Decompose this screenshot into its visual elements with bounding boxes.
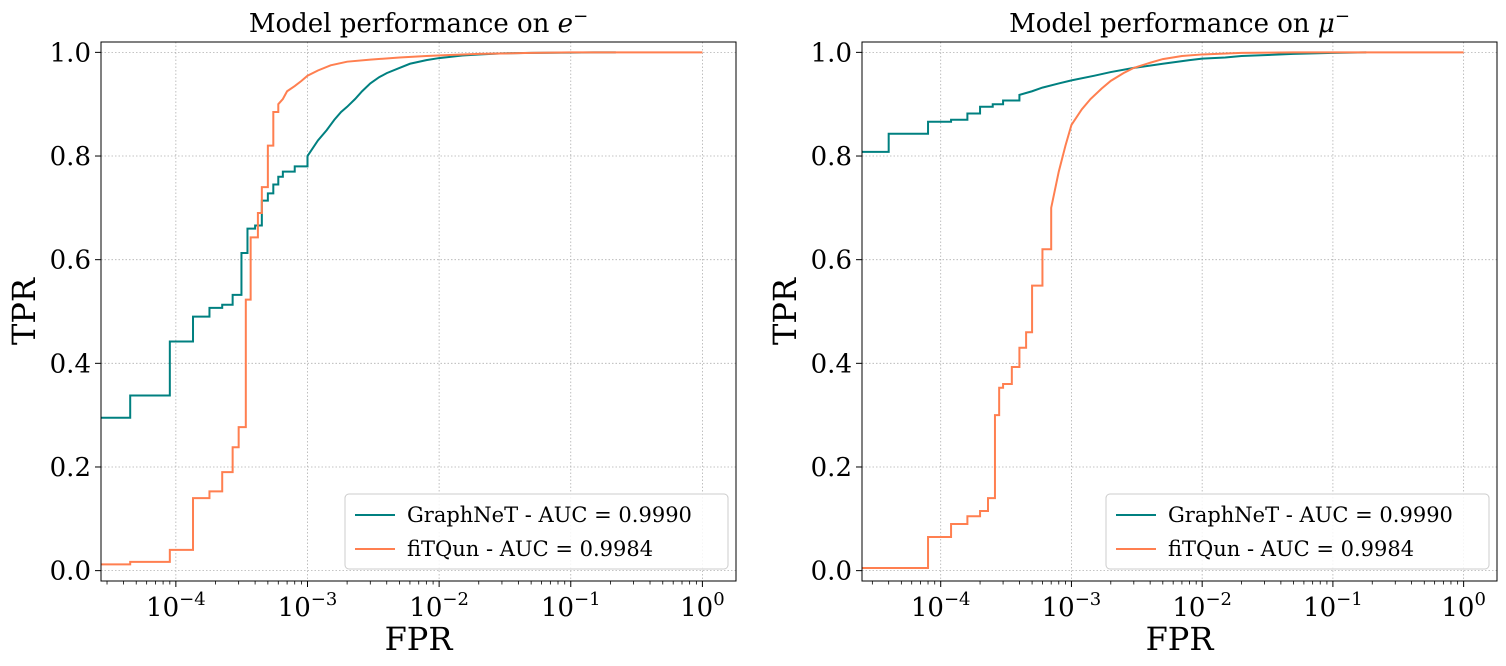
legend-box [1105, 493, 1490, 570]
roc-panel-muon: 10−4 10−3 10−2 10−1 100 0.0 0.2 0.4 0.6 0.8 1.0 Mod… [766, 6, 1498, 658]
y-tick-label: 0.6 [50, 246, 91, 276]
y-tick-label: 1.0 [50, 38, 91, 68]
y-tick-label: 0.6 [811, 246, 852, 276]
legend-box [344, 493, 729, 570]
x-tick-label: 10−2 [409, 589, 469, 623]
x-tick-label: 10−3 [1042, 589, 1102, 623]
legend-entry: GraphNeT - AUC = 0.9990 [1168, 503, 1453, 527]
y-tick-label: 1.0 [811, 38, 852, 68]
y-tick-label: 0.0 [50, 557, 91, 587]
chart-title: Model performance on e− [249, 6, 588, 39]
y-axis-label: TPR [5, 277, 43, 345]
x-axis-label: FPR [385, 620, 454, 658]
x-tick-label: 10−4 [146, 589, 206, 623]
y-tick-label: 0.2 [811, 453, 852, 483]
chart-title: Model performance on μ− [1009, 6, 1350, 39]
x-tick-label: 10−1 [1303, 589, 1363, 623]
x-axis-label: FPR [1146, 620, 1215, 658]
legend-entry: GraphNeT - AUC = 0.9990 [407, 503, 692, 527]
y-tick-label: 0.2 [50, 453, 91, 483]
series-line-fitqun [862, 51, 1464, 570]
series-line-fitqun [101, 51, 703, 566]
legend-entry: fiTQun - AUC = 0.9984 [407, 537, 653, 561]
series-line-graphnet [862, 51, 1367, 153]
y-tick-label: 0.8 [50, 142, 91, 172]
axes-frame [861, 41, 1498, 582]
x-tick-label: 100 [680, 589, 725, 623]
y-axis-label: TPR [766, 277, 804, 345]
legend-entry: fiTQun - AUC = 0.9984 [1168, 537, 1414, 561]
series-line-graphnet [101, 51, 616, 419]
x-tick-label: 10−1 [541, 589, 601, 623]
roc-panel-electron: 10−4 10−3 10−2 10−1 100 0.0 0.2 0.4 0.6 0.8 1.0 Mod… [5, 6, 737, 658]
x-tick-label: 100 [1441, 589, 1486, 623]
x-tick-label: 10−3 [278, 589, 338, 623]
y-tick-label: 0.0 [811, 557, 852, 587]
y-tick-label: 0.8 [811, 142, 852, 172]
y-tick-label: 0.4 [50, 349, 91, 379]
x-tick-label: 10−4 [911, 589, 971, 623]
y-tick-label: 0.4 [811, 349, 852, 379]
x-tick-label: 10−2 [1172, 589, 1232, 623]
legend: GraphNeT - AUC = 0.9990 fiTQun - AUC = 0.… [344, 493, 729, 570]
legend: GraphNeT - AUC = 0.9990 fiTQun - AUC = 0.… [1105, 493, 1490, 570]
